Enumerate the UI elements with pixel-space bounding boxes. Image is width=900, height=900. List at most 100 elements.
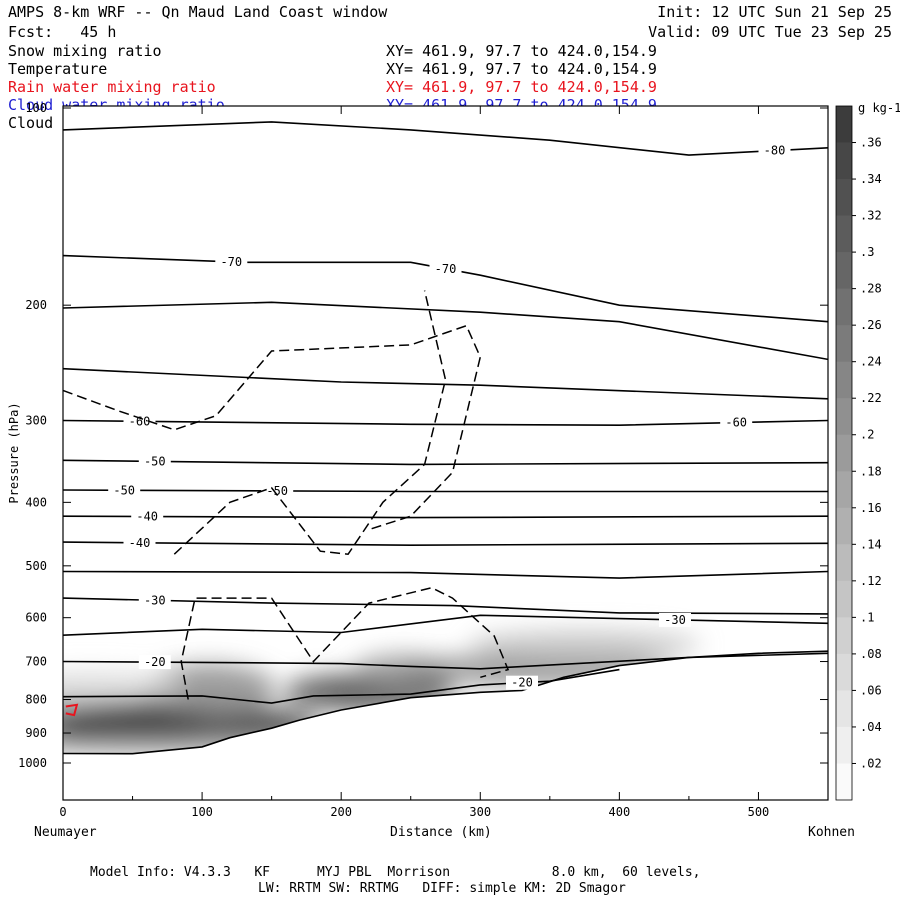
cloud-ice-contour bbox=[180, 586, 510, 700]
isotherm-label-bg bbox=[138, 454, 171, 469]
isotherm-label: -20 bbox=[511, 676, 533, 690]
isotherm-label-bg bbox=[758, 143, 791, 158]
colorbar-swatch bbox=[836, 763, 852, 801]
isotherm-line bbox=[63, 489, 828, 493]
isotherm-label-bg bbox=[123, 535, 156, 550]
isotherm-line bbox=[63, 614, 828, 636]
colorbar-label: .24 bbox=[860, 355, 882, 369]
isotherm-label-bg bbox=[138, 655, 171, 670]
colorbar-swatch bbox=[836, 544, 852, 582]
isotherm-line bbox=[63, 541, 828, 547]
colorbar-swatch bbox=[836, 690, 852, 728]
isotherm-label: -40 bbox=[136, 510, 158, 524]
colorbar-label: .06 bbox=[860, 683, 882, 697]
isotherm-line bbox=[63, 668, 620, 704]
x-tick-label: 500 bbox=[748, 805, 770, 819]
colorbar-label: .16 bbox=[860, 501, 882, 515]
rain-contour bbox=[65, 703, 79, 717]
cloud-ice-contour bbox=[173, 290, 447, 555]
isotherm-label: -30 bbox=[664, 613, 686, 627]
isotherm-label-bg bbox=[131, 509, 164, 524]
colorbar-swatch bbox=[836, 471, 852, 509]
isotherm-line bbox=[63, 459, 828, 466]
field-name: Rain water mixing ratio bbox=[8, 78, 216, 96]
y-tick-label: 100 bbox=[25, 101, 47, 115]
y-tick-label: 900 bbox=[25, 726, 47, 740]
terrain-fill bbox=[63, 651, 828, 800]
isotherm-label-bg bbox=[138, 593, 171, 608]
valid-time: Valid: 09 UTC Tue 23 Sep 25 bbox=[648, 23, 892, 41]
isotherm-label: -20 bbox=[144, 655, 166, 669]
colorbar-label: .32 bbox=[860, 209, 882, 223]
colorbar-label: .28 bbox=[860, 282, 882, 296]
isotherm-label-bg bbox=[123, 414, 156, 429]
isotherm-label: -40 bbox=[129, 536, 151, 550]
colorbar-swatch bbox=[836, 617, 852, 655]
isotherm-label: -60 bbox=[725, 416, 747, 430]
colorbar-swatch bbox=[836, 507, 852, 545]
y-tick-label: 400 bbox=[25, 495, 47, 509]
y-tick-label: 300 bbox=[25, 414, 47, 428]
isotherm-label: -30 bbox=[144, 593, 166, 607]
plot-frame bbox=[62, 105, 829, 801]
isotherm-label: -70 bbox=[435, 262, 457, 276]
x-axis-label: Distance (km) bbox=[390, 825, 492, 840]
colorbar-swatch bbox=[836, 106, 852, 143]
colorbar-label: .36 bbox=[860, 136, 882, 150]
y-tick-label: 800 bbox=[25, 693, 47, 707]
colorbar-label: .34 bbox=[860, 172, 882, 186]
isotherm-label-bg bbox=[720, 415, 753, 430]
colorbar-swatch bbox=[836, 653, 852, 691]
y-tick-label: 600 bbox=[25, 611, 47, 625]
colorbar-swatch bbox=[836, 142, 852, 180]
isotherm-label: -70 bbox=[220, 255, 242, 269]
isotherm-line bbox=[63, 515, 828, 519]
colorbar-swatch bbox=[836, 361, 852, 399]
colorbar-label: .04 bbox=[860, 720, 882, 734]
right-endpoint-label: Kohnen bbox=[808, 825, 855, 840]
y-tick-label: 200 bbox=[25, 298, 47, 312]
field-xy: XY= 461.9, 97.7 to 424.0,154.9 bbox=[386, 60, 657, 78]
isotherm-label-bg bbox=[215, 254, 248, 269]
isotherm-label-bg bbox=[659, 612, 691, 627]
field-xy: XY= 461.9, 97.7 to 424.0,154.9 bbox=[386, 42, 657, 60]
model-info: Model Info: V4.3.3 KF MYJ PBL Morrison 8… bbox=[90, 865, 701, 880]
x-tick-label: 300 bbox=[469, 805, 491, 819]
isotherm-label-bg bbox=[261, 483, 294, 498]
colorbar-label: .12 bbox=[860, 574, 882, 588]
colorbar-label: .08 bbox=[860, 647, 882, 661]
forecast-hour: Fcst: 45 h bbox=[8, 23, 117, 41]
x-tick-label: 400 bbox=[609, 805, 631, 819]
isotherm-label-bg bbox=[108, 483, 141, 498]
colorbar-swatch bbox=[836, 434, 852, 472]
isotherm-line bbox=[63, 570, 828, 579]
colorbar-label: .3 bbox=[860, 245, 874, 259]
colorbar-unit: g kg-1 bbox=[858, 101, 900, 115]
colorbar-swatch bbox=[836, 215, 852, 253]
colorbar-swatch bbox=[836, 325, 852, 363]
terrain-line bbox=[63, 650, 828, 755]
y-axis-label: Pressure (hPa) bbox=[7, 402, 21, 503]
colorbar-label: .26 bbox=[860, 318, 882, 332]
x-tick-label: 0 bbox=[59, 805, 66, 819]
field-xy: XY= 461.9, 97.7 to 424.0,154.9 bbox=[386, 78, 657, 96]
colorbar-swatch bbox=[836, 288, 852, 326]
colorbar-label: .18 bbox=[860, 464, 882, 478]
snow-shade-region bbox=[141, 663, 277, 714]
colorbar-swatch bbox=[836, 398, 852, 436]
colorbar-label: .14 bbox=[860, 537, 882, 551]
y-tick-label: 1000 bbox=[18, 756, 47, 770]
colorbar-label: .2 bbox=[860, 428, 874, 442]
y-tick-label: 700 bbox=[25, 655, 47, 669]
isotherm-line bbox=[63, 367, 828, 400]
chart-title: AMPS 8-km WRF -- Qn Maud Land Coast wind… bbox=[8, 3, 388, 21]
colorbar-frame bbox=[835, 105, 853, 801]
field-name: Temperature bbox=[8, 60, 108, 78]
isotherm-line bbox=[63, 121, 828, 156]
x-tick-label: 100 bbox=[191, 805, 213, 819]
isotherm-line bbox=[63, 301, 828, 361]
colorbar-label: .1 bbox=[860, 610, 874, 624]
isotherm-label-bg bbox=[506, 675, 538, 690]
isotherm-label: -50 bbox=[144, 454, 166, 468]
